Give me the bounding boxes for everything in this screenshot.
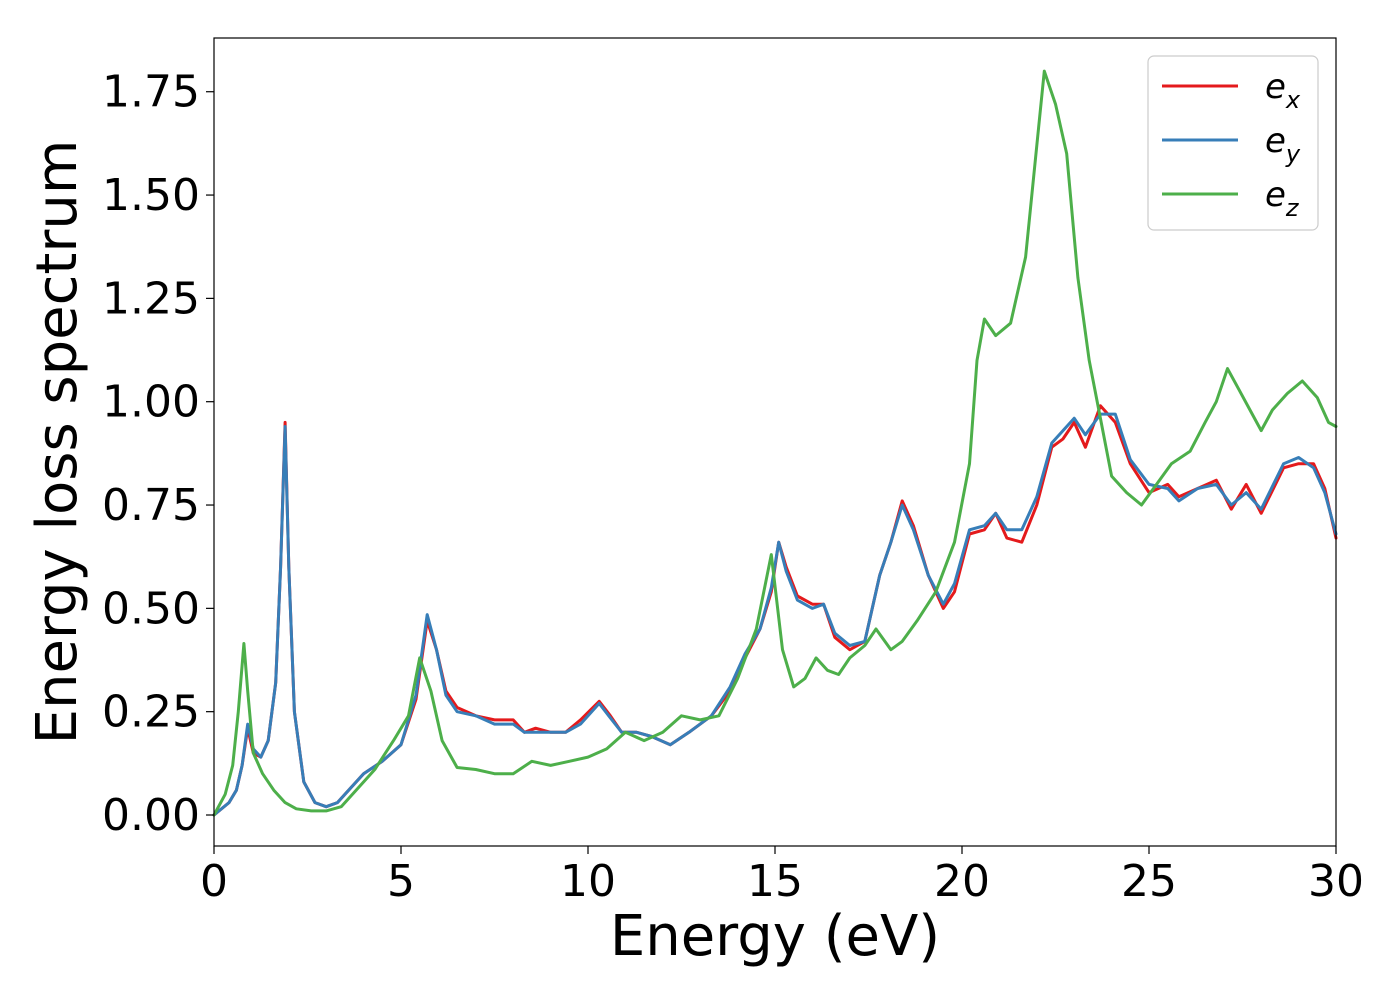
legend-label-subscript: z: [1285, 194, 1300, 222]
x-tick-label: 20: [934, 856, 990, 907]
y-tick-label: 0.00: [102, 790, 200, 841]
x-tick-label: 25: [1121, 856, 1177, 907]
y-tick-label: 1.25: [102, 273, 200, 324]
x-tick-label: 15: [747, 856, 803, 907]
y-tick-label: 1.75: [102, 67, 200, 118]
y-tick-label: 0.75: [102, 480, 200, 531]
y-tick-label: 1.50: [102, 170, 200, 221]
y-axis-title: Energy loss spectrum: [25, 140, 90, 745]
y-tick-label: 0.25: [102, 687, 200, 738]
y-tick-label: 1.00: [102, 377, 200, 428]
x-tick-label: 30: [1308, 856, 1364, 907]
x-tick-label: 0: [200, 856, 228, 907]
x-tick-label: 10: [560, 856, 616, 907]
y-tick-label: 0.50: [102, 583, 200, 634]
series-line-ez: [212, 69, 1338, 817]
series-line-ey: [212, 412, 1338, 817]
legend-label-subscript: y: [1285, 140, 1301, 168]
legend-label-subscript: x: [1285, 86, 1301, 114]
series-layer: [212, 69, 1338, 817]
x-tick-label: 5: [387, 856, 415, 907]
x-axis-title: Energy (eV): [610, 904, 940, 969]
legend-box: [1147, 55, 1319, 231]
y-ticks: 0.00 0.25 0.50 0.75 1.00 1.25 1.50 1.75: [102, 67, 214, 841]
x-ticks: 0 5 10 15 20 25 30: [200, 846, 1364, 907]
